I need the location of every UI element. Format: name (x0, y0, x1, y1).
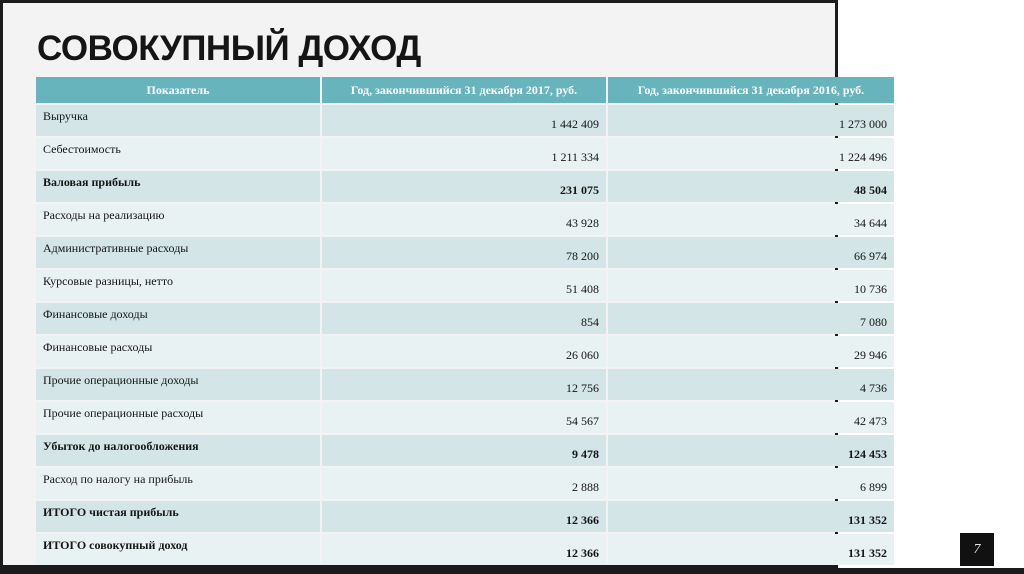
header-year-2016: Год, закончившийся 31 декабря 2016, руб. (608, 77, 894, 103)
value-2017: 12 366 (322, 501, 606, 532)
value-2016: 4 736 (608, 369, 894, 400)
slide-title: СОВОКУПНЫЙ ДОХОД (37, 29, 421, 68)
slide-bottom-border (0, 568, 1024, 574)
table-header-row: Показатель Год, закончившийся 31 декабря… (36, 77, 894, 103)
value-2016: 29 946 (608, 336, 894, 367)
value-2016: 42 473 (608, 402, 894, 433)
value-2017: 12 366 (322, 534, 606, 565)
page-number: 7 (960, 533, 994, 566)
header-year-2017: Год, закончившийся 31 декабря 2017, руб. (322, 77, 606, 103)
value-2017: 2 888 (322, 468, 606, 499)
value-2017: 1 442 409 (322, 105, 606, 136)
row-label: Административные расходы (36, 237, 320, 268)
value-2016: 10 736 (608, 270, 894, 301)
value-2017: 26 060 (322, 336, 606, 367)
row-label: Курсовые разницы, нетто (36, 270, 320, 301)
table-row: Убыток до налогообложения 9 478 124 453 (36, 435, 894, 466)
value-2016: 131 352 (608, 534, 894, 565)
value-2016: 34 644 (608, 204, 894, 235)
income-table: Показатель Год, закончившийся 31 декабря… (34, 75, 896, 567)
value-2017: 231 075 (322, 171, 606, 202)
row-label: ИТОГО чистая прибыль (36, 501, 320, 532)
table-row: Административные расходы 78 200 66 974 (36, 237, 894, 268)
table-row: ИТОГО чистая прибыль 12 366 131 352 (36, 501, 894, 532)
row-label: ИТОГО совокупный доход (36, 534, 320, 565)
value-2016: 1 273 000 (608, 105, 894, 136)
row-label: Расход по налогу на прибыль (36, 468, 320, 499)
table-row: Финансовые расходы 26 060 29 946 (36, 336, 894, 367)
header-indicator: Показатель (36, 77, 320, 103)
row-label: Финансовые расходы (36, 336, 320, 367)
table-row: Прочие операционные расходы 54 567 42 473 (36, 402, 894, 433)
value-2017: 54 567 (322, 402, 606, 433)
value-2016: 6 899 (608, 468, 894, 499)
table-row: Расход по налогу на прибыль 2 888 6 899 (36, 468, 894, 499)
row-label: Себестоимость (36, 138, 320, 169)
value-2016: 131 352 (608, 501, 894, 532)
table-row: ИТОГО совокупный доход 12 366 131 352 (36, 534, 894, 565)
row-label: Расходы на реализацию (36, 204, 320, 235)
table-row: Расходы на реализацию 43 928 34 644 (36, 204, 894, 235)
value-2017: 78 200 (322, 237, 606, 268)
table-row: Выручка 1 442 409 1 273 000 (36, 105, 894, 136)
table-row: Себестоимость 1 211 334 1 224 496 (36, 138, 894, 169)
row-label: Финансовые доходы (36, 303, 320, 334)
value-2016: 124 453 (608, 435, 894, 466)
table-body: Выручка 1 442 409 1 273 000 Себестоимость 1 … (36, 105, 894, 565)
row-label: Выручка (36, 105, 320, 136)
table-row: Курсовые разницы, нетто 51 408 10 736 (36, 270, 894, 301)
table-row: Финансовые доходы 854 7 080 (36, 303, 894, 334)
row-label: Убыток до налогообложения (36, 435, 320, 466)
row-label: Прочие операционные доходы (36, 369, 320, 400)
table-row: Прочие операционные доходы 12 756 4 736 (36, 369, 894, 400)
value-2016: 7 080 (608, 303, 894, 334)
value-2017: 854 (322, 303, 606, 334)
value-2016: 66 974 (608, 237, 894, 268)
row-label: Прочие операционные расходы (36, 402, 320, 433)
value-2017: 51 408 (322, 270, 606, 301)
table-row: Валовая прибыль 231 075 48 504 (36, 171, 894, 202)
value-2016: 1 224 496 (608, 138, 894, 169)
row-label: Валовая прибыль (36, 171, 320, 202)
value-2017: 9 478 (322, 435, 606, 466)
value-2016: 48 504 (608, 171, 894, 202)
value-2017: 12 756 (322, 369, 606, 400)
value-2017: 43 928 (322, 204, 606, 235)
value-2017: 1 211 334 (322, 138, 606, 169)
